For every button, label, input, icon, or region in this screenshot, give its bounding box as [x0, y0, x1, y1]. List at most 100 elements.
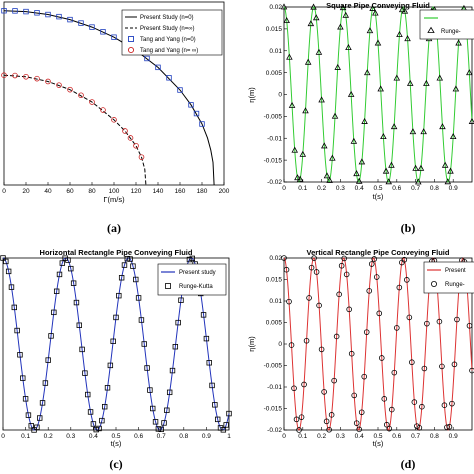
panel-a-xtick-label: 0	[2, 188, 6, 195]
panel-d-ytick-label: 0	[278, 341, 282, 348]
panel-d-series-marker	[283, 266, 290, 273]
panel-c-series-marker	[59, 260, 66, 266]
series-a-3-marker	[100, 107, 106, 113]
series-a-3-marker	[45, 78, 51, 85]
panel-b-xtick-label: 0.8	[430, 185, 439, 192]
series-a-3-marker	[23, 73, 29, 80]
panel-b-xtick-label: 0	[282, 185, 286, 192]
panel-c-series-marker	[99, 417, 105, 424]
panel-c-series-marker	[53, 288, 60, 294]
panel-c-series-marker	[220, 427, 227, 433]
panel-b-series-marker	[390, 123, 398, 130]
panel-c-ticks: 0 0.1 0.2 0.3 0.4 0.5 0.6 0.7 0.8 0.9 1	[1, 427, 231, 440]
panel-d-ytick-label: 0.015	[266, 277, 283, 284]
panel-c-series-marker	[22, 396, 29, 402]
panel-b-series-marker	[358, 158, 366, 165]
panel-d-series-marker	[348, 350, 355, 357]
series-a-0-line	[3, 10, 215, 186]
panel-d-series-marker	[436, 318, 443, 325]
panel-c-series-marker	[186, 256, 193, 263]
panel-c-series-marker	[28, 423, 34, 429]
panel-d-xtick-label: 0.3	[336, 433, 345, 440]
panel-a-xtick-label: 20	[22, 188, 30, 195]
panel-c-series-marker	[51, 309, 57, 316]
panel-d-series-line	[283, 257, 473, 431]
panel-b-ytick-label: -0.015	[264, 157, 283, 164]
panel-d-series-marker	[406, 314, 413, 321]
panel-b-series-marker	[286, 53, 293, 60]
panel-b-plot	[280, 3, 474, 185]
panel-d-series-marker	[366, 288, 373, 294]
panel-d-series-marker	[411, 399, 418, 405]
panel-b-series-marker	[294, 174, 301, 181]
series-a-2-marker	[144, 55, 150, 62]
panel-b-series-marker	[388, 161, 395, 168]
series-a-3-marker	[127, 135, 134, 141]
panel-b-series-marker	[363, 69, 371, 76]
legend-a-0: Present Study (n=0)	[140, 15, 194, 21]
series-a-2-marker	[111, 34, 117, 40]
panel-c-series-marker	[172, 344, 179, 350]
panel-c-series-marker	[147, 387, 153, 393]
panel-b-series-marker	[288, 101, 296, 108]
panel-b-series-marker	[355, 177, 363, 184]
panel-a-xtick-label: 60	[66, 188, 74, 195]
panel-b-ytick-label: -0.01	[267, 135, 282, 142]
panel-d-ytick-label: -0.01	[267, 384, 282, 391]
panel-a-legend: Present Study (n=0) Present Study (n=∞) …	[121, 9, 223, 56]
panel-d-series-marker	[316, 302, 322, 309]
panel-d-series-marker	[293, 416, 300, 423]
panel-a-xtick-label: 100	[109, 188, 120, 195]
panel-b-xtick-label: 0.9	[449, 185, 458, 192]
panel-b-xlabel: t(s)	[373, 192, 384, 201]
panel-b-series-marker	[441, 161, 449, 168]
panel-d-series-marker	[281, 255, 287, 261]
panel-c-series-marker	[20, 375, 26, 381]
panel-c-series-marker	[118, 275, 125, 281]
legend-b-1: Runge-	[441, 29, 461, 35]
panel-c-xtick-label: 0.2	[44, 433, 53, 440]
panel-c: 0 0.1 0.2 0.3 0.4 0.5 0.6 0.7 0.8 0.9 1 Horizontal…	[0, 248, 232, 471]
panel-b-series-marker	[369, 4, 376, 11]
panel-c-series-marker	[144, 365, 150, 371]
panel-c-series-marker	[133, 276, 139, 283]
legend-a-3: Tang and Yang (n= ∞)	[140, 48, 198, 54]
panel-d-series-marker	[446, 423, 453, 430]
panel-d-series-marker	[338, 262, 345, 269]
panel-d-plot	[281, 255, 474, 433]
panel-d-series-marker	[451, 361, 458, 368]
panel-c-xtick-label: 0.7	[157, 433, 166, 440]
panel-c-series-marker	[102, 403, 108, 410]
panel-c-series-marker	[107, 362, 114, 369]
panel-d-series-marker	[401, 256, 408, 263]
panel-c-xtick-label: 1	[227, 433, 231, 440]
legend-c-1: Runge-Kutta	[179, 284, 213, 290]
series-a-2-marker	[100, 29, 106, 35]
panel-c-series-marker	[206, 360, 212, 366]
panel-d-series-marker	[318, 346, 325, 353]
panel-c-series-marker	[93, 426, 99, 433]
panel-d-title: Vertical Rectangle Pipe Conveying Fluid	[307, 248, 450, 257]
panel-c-series-marker	[166, 389, 173, 396]
panel-c-series-marker	[161, 420, 167, 426]
panel-d-series-marker	[331, 377, 337, 384]
panel-a-xtick-label: 40	[44, 188, 52, 195]
panel-c-legend: Present study Runge-Kutta	[157, 263, 227, 296]
panel-c-series-marker	[56, 271, 63, 278]
panel-c-series-marker	[96, 425, 102, 432]
panel-b-series-marker	[396, 30, 403, 38]
panel-d-series-marker	[343, 271, 350, 278]
panel-a: 0 20 40 60 80 100 120 140 160 180 200 Γ(m/s) Prese…	[1, 1, 230, 235]
panel-b-series-marker	[420, 128, 427, 135]
panel-b-ticks: 0 0.1 0.2 0.3 0.4 0.5 0.6 0.7 0.8 0.9 0.02 0.015 0.0…	[264, 4, 459, 192]
series-a-3-marker	[111, 117, 117, 123]
series-a-3-marker	[56, 82, 62, 88]
panel-d-xtick-label: 0.6	[392, 433, 401, 440]
panel-c-series-marker	[0, 255, 6, 261]
series-a-2-marker	[188, 102, 194, 108]
panel-b-series-marker	[412, 164, 419, 171]
panel-b-series-marker	[342, 11, 350, 18]
series-a-2-marker	[89, 24, 95, 30]
panel-c-series-marker	[85, 391, 91, 398]
panel-d-ytick-label: 0.02	[269, 255, 282, 262]
